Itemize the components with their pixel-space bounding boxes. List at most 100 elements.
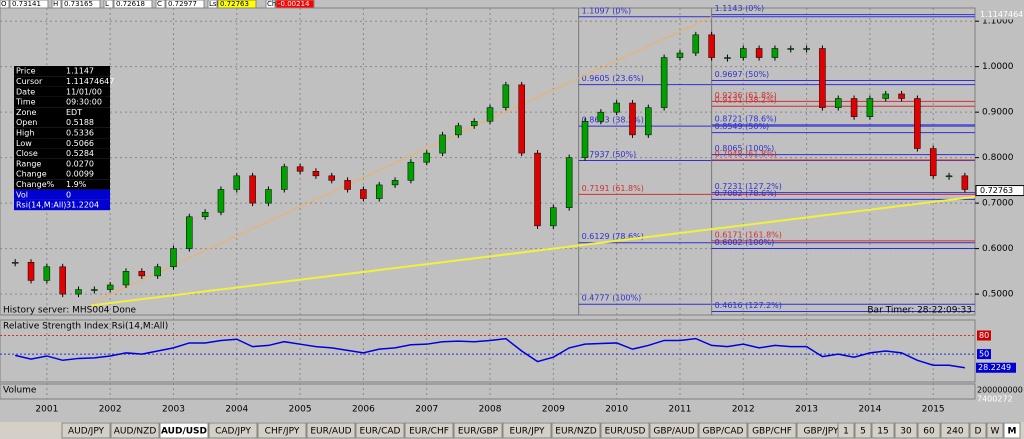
symbol-tab-label[interactable]: EUR/USD <box>605 427 646 437</box>
symbol-tab[interactable] <box>208 422 258 439</box>
period-button[interactable] <box>940 422 970 439</box>
period-label[interactable]: 5 <box>860 427 866 437</box>
fib-label: 0.6129 (78.6%) <box>582 232 644 241</box>
period-label[interactable]: M <box>1008 427 1017 437</box>
symbol-tab-label[interactable]: EUR/AUD <box>310 427 351 437</box>
symbol-tab-label[interactable]: AUD/USD <box>161 427 207 437</box>
candle <box>360 189 367 199</box>
period-button[interactable] <box>969 422 987 439</box>
symbol-tab-label[interactable]: AUD/NZD <box>114 427 157 437</box>
field-key-box <box>207 0 218 9</box>
info-row <box>14 107 110 118</box>
info-value: 1.9% <box>66 180 87 189</box>
period-button[interactable] <box>1003 422 1021 439</box>
symbol-tab[interactable] <box>453 422 503 439</box>
period-label[interactable]: 30 <box>900 427 912 437</box>
candle <box>75 289 82 295</box>
info-row <box>14 76 110 87</box>
candle <box>281 166 288 190</box>
info-row <box>14 199 110 211</box>
x-tick-label: 2011 <box>669 405 692 415</box>
symbol-tab[interactable] <box>306 422 356 439</box>
field-key: C <box>157 0 162 8</box>
info-value: 0.5066 <box>66 139 94 148</box>
candle <box>91 289 98 291</box>
candle <box>249 175 256 204</box>
symbol-tab-label[interactable]: GBP/AUD <box>653 427 694 437</box>
field-key: Chg <box>267 0 281 8</box>
symbol-tab[interactable] <box>110 422 160 439</box>
period-button[interactable] <box>917 422 941 439</box>
symbol-tab[interactable] <box>61 422 111 439</box>
symbol-tab-label[interactable]: EUR/JPY <box>510 427 545 437</box>
symbol-tab[interactable] <box>404 422 454 439</box>
symbol-tab[interactable] <box>747 422 797 439</box>
info-key: Vol <box>16 190 28 199</box>
symbol-tab[interactable] <box>257 422 307 439</box>
symbol-tab[interactable] <box>502 422 552 439</box>
info-row <box>14 179 110 190</box>
fib-label: 0.9605 (23.6%) <box>582 74 644 83</box>
candle <box>565 157 573 208</box>
period-label[interactable]: 240 <box>946 427 963 437</box>
symbol-tab-label[interactable]: EUR/NZD <box>555 427 596 437</box>
status-text: History server: MHS004 Done <box>3 306 137 316</box>
field-key: Lst <box>209 0 220 8</box>
symbol-tab-label[interactable]: CAD/JPY <box>215 427 251 437</box>
period-button[interactable] <box>986 422 1004 439</box>
info-key: Open <box>16 118 37 127</box>
period-label[interactable]: D <box>975 427 982 437</box>
info-row <box>14 169 110 180</box>
symbol-tab-label[interactable]: GBP/JPY <box>804 427 839 437</box>
symbol-tab[interactable] <box>551 422 601 439</box>
symbol-tab-label[interactable]: EUR/CAD <box>360 427 401 437</box>
rsi-last-tag <box>976 362 1016 373</box>
symbol-tab[interactable] <box>159 422 209 439</box>
symbol-tab-label[interactable]: EUR/CHF <box>409 427 449 437</box>
period-label[interactable]: 15 <box>877 427 888 437</box>
x-tick-label: 2005 <box>289 405 312 415</box>
fib-label: 0.9697 (50%) <box>715 70 770 79</box>
field-value: 0.72618 <box>116 0 145 8</box>
candle <box>724 57 731 59</box>
info-row <box>14 86 110 97</box>
info-value: 11/01/00 <box>66 87 102 96</box>
candle <box>43 266 51 281</box>
price-tag-label: 0.72763 <box>980 186 1013 195</box>
volume-title: Volume <box>3 386 37 396</box>
candle <box>217 189 225 213</box>
period-label[interactable]: 60 <box>923 427 935 437</box>
candle <box>961 175 969 190</box>
field-value-box <box>113 0 153 9</box>
volume-label: 7400272 <box>977 395 1013 404</box>
field-value: 0.73165 <box>64 0 93 8</box>
period-label[interactable]: 1 <box>843 427 849 437</box>
info-key: Time <box>15 98 36 107</box>
candle <box>328 175 336 181</box>
symbol-tab[interactable] <box>698 422 748 439</box>
candle <box>502 84 510 108</box>
candle <box>201 211 209 218</box>
symbol-tab-label[interactable]: EUR/GBP <box>458 427 499 437</box>
symbol-tab-label[interactable]: AUD/JPY <box>68 427 105 437</box>
period-button[interactable] <box>837 422 855 439</box>
symbol-tab[interactable] <box>600 422 650 439</box>
fib-label: 0.7937 (50%) <box>582 150 637 159</box>
period-button[interactable] <box>871 422 895 439</box>
candle <box>138 271 146 277</box>
info-row <box>14 148 110 159</box>
symbol-tab[interactable] <box>649 422 699 439</box>
info-row <box>14 66 110 77</box>
trendline <box>90 16 712 304</box>
candle <box>850 98 858 117</box>
period-label[interactable]: W <box>991 427 1000 437</box>
period-button[interactable] <box>854 422 872 439</box>
symbol-tab[interactable] <box>355 422 405 439</box>
info-key: High <box>16 129 34 138</box>
symbol-tab-label[interactable]: GBP/CAD <box>703 427 744 437</box>
period-button[interactable] <box>894 422 918 439</box>
symbol-tab-label[interactable]: GBP/CHF <box>752 427 792 437</box>
symbol-tab-label[interactable]: CHF/JPY <box>265 427 300 437</box>
candle <box>27 261 35 281</box>
field-value: 0.72977 <box>168 0 197 8</box>
